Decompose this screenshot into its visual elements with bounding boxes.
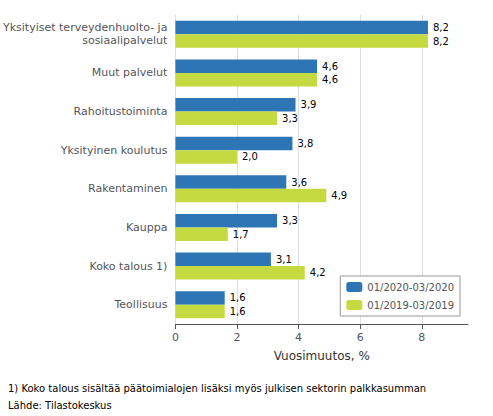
svg-text:1,6: 1,6 (230, 292, 246, 303)
svg-text:4,6: 4,6 (322, 74, 338, 85)
svg-text:01/2019-03/2019: 01/2019-03/2019 (367, 300, 454, 311)
svg-text:3,6: 3,6 (291, 177, 307, 188)
svg-text:8,2: 8,2 (433, 22, 449, 33)
svg-text:2,0: 2,0 (242, 151, 258, 162)
svg-text:Koko talous 1): Koko talous 1) (89, 260, 167, 273)
svg-text:4,9: 4,9 (331, 190, 347, 201)
svg-text:1,6: 1,6 (230, 306, 246, 317)
svg-text:Vuosimuutos, %: Vuosimuutos, % (274, 349, 370, 363)
svg-text:8,2: 8,2 (433, 36, 449, 47)
svg-text:3,8: 3,8 (297, 138, 313, 149)
svg-text:4: 4 (295, 331, 302, 344)
svg-text:Yksityiset terveydenhuolto- ja: Yksityiset terveydenhuolto- ja (2, 21, 167, 34)
svg-text:3,9: 3,9 (301, 99, 317, 110)
svg-text:3,3: 3,3 (282, 113, 298, 124)
svg-text:6: 6 (357, 331, 364, 344)
svg-text:Rahoitustoiminta: Rahoitustoiminta (74, 105, 168, 118)
svg-text:Muut palvelut: Muut palvelut (92, 66, 168, 79)
svg-text:1) Koko talous sisältää päätoi: 1) Koko talous sisältää päätoimialojen l… (8, 383, 426, 394)
svg-text:4,2: 4,2 (310, 267, 326, 278)
svg-text:Kauppa: Kauppa (126, 221, 167, 234)
svg-text:0: 0 (172, 331, 179, 344)
svg-text:Teollisuus: Teollisuus (113, 298, 167, 311)
svg-text:2: 2 (234, 331, 241, 344)
svg-text:Rakentaminen: Rakentaminen (88, 182, 167, 195)
svg-text:1,7: 1,7 (233, 229, 249, 240)
svg-text:4,6: 4,6 (322, 61, 338, 72)
svg-text:Yksityinen koulutus: Yksityinen koulutus (60, 144, 168, 157)
svg-text:3,1: 3,1 (276, 254, 292, 265)
svg-text:8: 8 (418, 331, 425, 344)
svg-text:Lähde: Tilastokeskus: Lähde: Tilastokeskus (8, 400, 112, 411)
svg-text:sosiaalipalvelut: sosiaalipalvelut (82, 34, 168, 47)
svg-text:3,3: 3,3 (282, 215, 298, 226)
svg-text:01/2020-03/2020: 01/2020-03/2020 (367, 282, 454, 293)
